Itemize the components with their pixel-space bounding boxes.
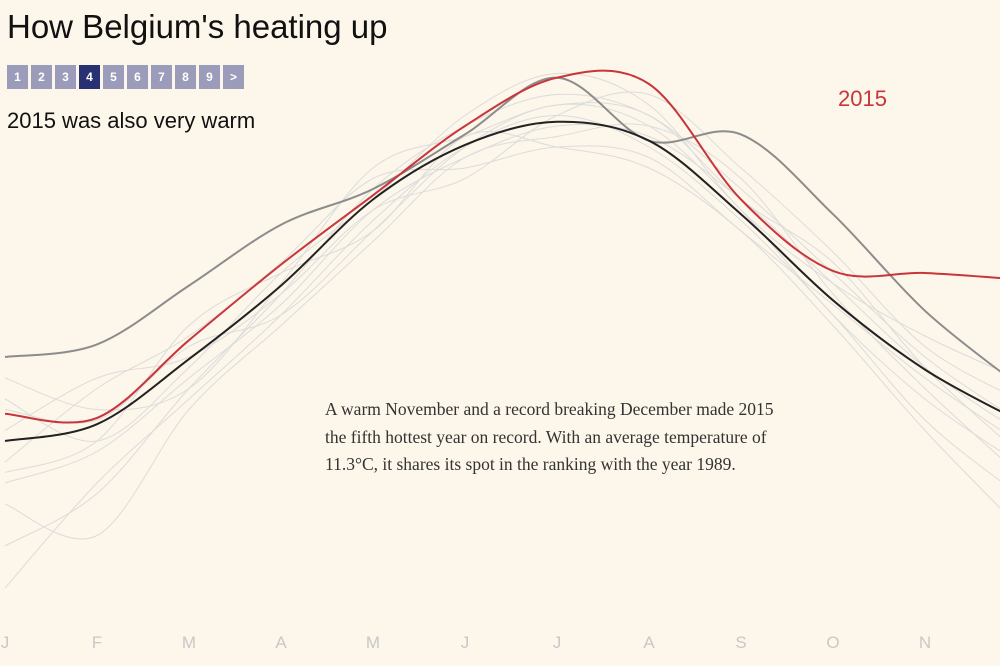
page-button[interactable]: 3 <box>55 65 76 89</box>
x-tick-label: M <box>182 633 196 652</box>
page-button[interactable]: 7 <box>151 65 172 89</box>
background-line <box>4 131 1000 509</box>
page-button[interactable]: 4 <box>79 65 100 89</box>
x-tick-label: A <box>643 633 655 652</box>
background-line <box>4 102 1000 438</box>
series-line <box>4 120 1000 442</box>
page-button[interactable]: 9 <box>199 65 220 89</box>
series-line <box>4 76 1000 373</box>
annotation: A warm November and a record breaking De… <box>325 399 774 474</box>
background-line <box>4 123 1000 540</box>
x-tick-label: J <box>1 633 10 652</box>
x-tick-label: M <box>366 633 380 652</box>
background-line <box>4 93 1000 547</box>
page-button[interactable]: 8 <box>175 65 196 89</box>
title: How Belgium's heating up <box>7 8 388 45</box>
pager: 1 2 3 4 5 6 7 8 9 > <box>7 65 244 89</box>
x-tick-label: A <box>275 633 287 652</box>
background-line <box>4 91 1000 431</box>
page-button[interactable]: 2 <box>31 65 52 89</box>
page-button[interactable]: 1 <box>7 65 28 89</box>
x-tick-label: J <box>461 633 470 652</box>
x-tick-label: F <box>92 633 102 652</box>
page-button[interactable]: > <box>223 65 244 89</box>
page-button[interactable]: 5 <box>103 65 124 89</box>
series-label: 2015 <box>838 86 887 111</box>
x-tick-label: J <box>553 633 562 652</box>
background-line <box>4 72 1000 442</box>
x-tick-label: N <box>919 633 931 652</box>
subtitle: 2015 was also very warm <box>7 108 256 133</box>
background-line <box>4 103 1000 452</box>
background-line <box>4 145 1000 463</box>
x-tick-label: S <box>735 633 746 652</box>
series-line <box>4 69 1000 424</box>
background-line <box>4 114 1000 589</box>
page-button[interactable]: 6 <box>127 65 148 89</box>
x-tick-label: O <box>826 633 839 652</box>
